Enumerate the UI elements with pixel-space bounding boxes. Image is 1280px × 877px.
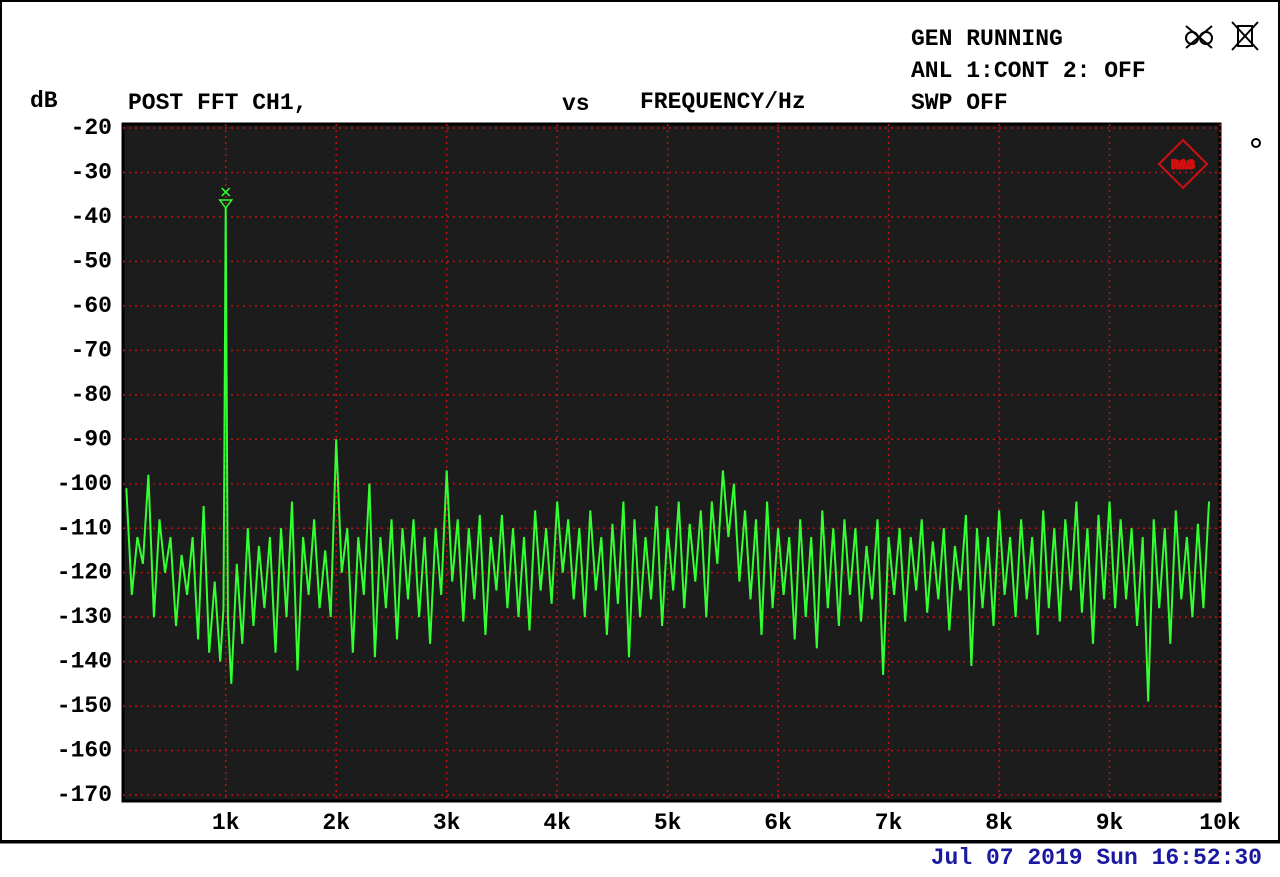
y-tick-label: -100 (57, 471, 112, 497)
x-tick-label: 5k (654, 810, 682, 836)
x-tick-label: 3k (433, 810, 461, 836)
y-tick-label: -80 (71, 382, 112, 408)
x-tick-label: 4k (543, 810, 571, 836)
x-tick-label: 7k (875, 810, 903, 836)
y-tick-label: -160 (57, 738, 112, 764)
y-tick-label: -130 (57, 604, 112, 630)
logo-glyph: R&S (1171, 157, 1195, 172)
brand-logo: R&S (1157, 138, 1209, 190)
x-tick-label: 8k (985, 810, 1013, 836)
y-tick-label: -40 (71, 204, 112, 230)
x-tick-label: 6k (764, 810, 792, 836)
y-tick-label: -170 (57, 782, 112, 808)
x-tick-label: 1k (212, 810, 240, 836)
plot-area (121, 122, 1222, 803)
x-label-prefix: vs (562, 91, 590, 117)
x-tick-label: 9k (1096, 810, 1124, 836)
y-tick-label: -70 (71, 337, 112, 363)
y-tick-label: -120 (57, 560, 112, 586)
y-tick-label: -60 (71, 293, 112, 319)
x-tick-label: 10k (1199, 810, 1241, 836)
y-tick-label: -150 (57, 693, 112, 719)
status-line: ANL 1:CONT 2: OFF (911, 58, 1146, 84)
status-line: GEN RUNNING (911, 26, 1063, 52)
y-tick-label: -20 (71, 115, 112, 141)
x-tick-label: 2k (322, 810, 350, 836)
chart-title: POST FFT CH1, (128, 90, 307, 116)
status-icons (1185, 21, 1261, 148)
y-tick-label: -30 (71, 160, 112, 186)
y-axis-label: dB (30, 88, 58, 114)
status-line: SWP OFF (911, 90, 1008, 116)
y-tick-label: -90 (71, 426, 112, 452)
y-tick-label: -50 (71, 248, 112, 274)
timestamp: Jul 07 2019 Sun 16:52:30 (931, 845, 1262, 871)
x-axis-label: FREQUENCY/Hz (640, 89, 806, 115)
peak-marker-cross (221, 187, 231, 197)
peak-marker (218, 199, 234, 210)
y-tick-label: -140 (57, 649, 112, 675)
trace (125, 207, 1210, 702)
frame (0, 0, 1280, 842)
y-tick-label: -110 (57, 515, 112, 541)
